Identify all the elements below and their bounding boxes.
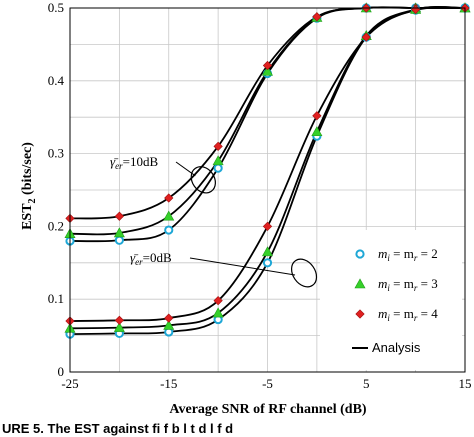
annotation-high-gamma: γ̄er=10dB <box>110 154 158 171</box>
data-point-triangle <box>113 321 125 332</box>
legend: mi = mr = 2 mi = mr = 3 mi = mr = 4 Analysi… <box>320 230 462 370</box>
data-point-triangle <box>212 307 224 318</box>
data-point-triangle <box>311 126 323 137</box>
annotation-low-gamma: γ̄er=0dB <box>130 250 172 267</box>
legend-item: mi = mr = 2 <box>355 246 438 263</box>
y-axis-label-unit: (bits/sec) <box>20 142 35 195</box>
figure-caption-fragment: URE 5. The EST against fi f b l t d l f … <box>2 421 233 436</box>
data-point-triangle <box>113 227 125 238</box>
x-tick-label: -15 <box>160 376 177 391</box>
legend-label: mi = mr = 4 <box>378 306 438 323</box>
x-tick-label: 5 <box>363 376 370 391</box>
y-tick-label: 0.5 <box>48 0 64 15</box>
legend-item: mi = mr = 3 <box>354 276 438 293</box>
ann-low-suffix: =0dB <box>143 250 172 265</box>
y-tick-label: 0.3 <box>48 146 64 161</box>
y-tick-label: 0.2 <box>48 218 64 233</box>
legend-item: mi = mr = 4 <box>355 306 438 323</box>
data-point-diamond <box>213 296 223 306</box>
analysis-curve <box>69 6 466 330</box>
y-axis-label: EST2 (bits/sec) <box>20 142 38 230</box>
data-point-diamond <box>114 211 124 221</box>
legend-item: Analysis <box>352 340 421 355</box>
data-point-diamond <box>361 32 371 42</box>
data-point-diamond <box>164 193 174 203</box>
legend-marker-triangle <box>354 278 366 289</box>
data-point-circle <box>164 225 174 235</box>
x-ticks: -25 -15 -5 5 15 <box>61 376 471 391</box>
data-point-triangle <box>163 210 175 221</box>
data-point-diamond <box>164 313 174 323</box>
annotation-leader-high <box>175 161 196 177</box>
svg-text:γ̄er=10dB: γ̄er=10dB <box>110 154 158 171</box>
x-axis-label: Average SNR of RF channel (dB) <box>169 402 366 417</box>
ann-high-sub: er <box>115 161 123 171</box>
y-axis-label-main: EST <box>20 203 35 230</box>
legend-marker-diamond <box>355 309 365 319</box>
data-point-diamond <box>213 141 223 151</box>
data-point-circle <box>213 163 223 173</box>
data-point-circle <box>114 235 124 245</box>
y-tick-label: 0 <box>58 364 65 379</box>
legend-label: mi = mr = 3 <box>378 276 438 293</box>
legend-box <box>320 230 462 370</box>
legend-label: Analysis <box>372 340 421 355</box>
data-markers <box>64 2 471 339</box>
y-tick-label: 0.4 <box>48 73 65 88</box>
annotation-leader-low <box>189 257 296 276</box>
ann-high-prefix: γ̄ <box>110 154 119 169</box>
ann-low-prefix: γ̄ <box>130 250 139 265</box>
data-point-diamond <box>312 111 322 121</box>
ann-low-sub: er <box>135 257 143 267</box>
data-point-diamond <box>114 315 124 325</box>
data-point-diamond <box>262 60 273 71</box>
x-tick-label: 15 <box>459 376 472 391</box>
ann-high-suffix: =10dB <box>123 154 159 169</box>
data-point-triangle <box>261 65 274 76</box>
x-tick-label: -25 <box>61 376 78 391</box>
data-point-circle <box>262 258 273 268</box>
legend-label: mi = mr = 2 <box>378 246 438 263</box>
y-ticks: 0 0.1 0.2 0.3 0.4 0.5 <box>48 0 65 379</box>
svg-text:γ̄er=0dB: γ̄er=0dB <box>130 250 172 267</box>
annotation-ellipses <box>175 161 318 288</box>
data-point-diamond <box>312 12 322 22</box>
x-tick-label: -5 <box>262 376 273 391</box>
legend-marker-circle <box>355 249 365 259</box>
analysis-curve <box>69 6 466 322</box>
y-tick-label: 0.1 <box>48 291 64 306</box>
data-point-triangle <box>163 319 175 330</box>
data-point-triangle <box>212 155 224 166</box>
plot-frame <box>69 7 466 373</box>
y-axis-label-sub: 2 <box>27 198 38 203</box>
annotation-ellipse-high <box>190 166 216 194</box>
data-point-diamond <box>262 221 273 232</box>
data-point-triangle <box>261 246 274 257</box>
annotation-ellipse-low <box>290 258 318 288</box>
